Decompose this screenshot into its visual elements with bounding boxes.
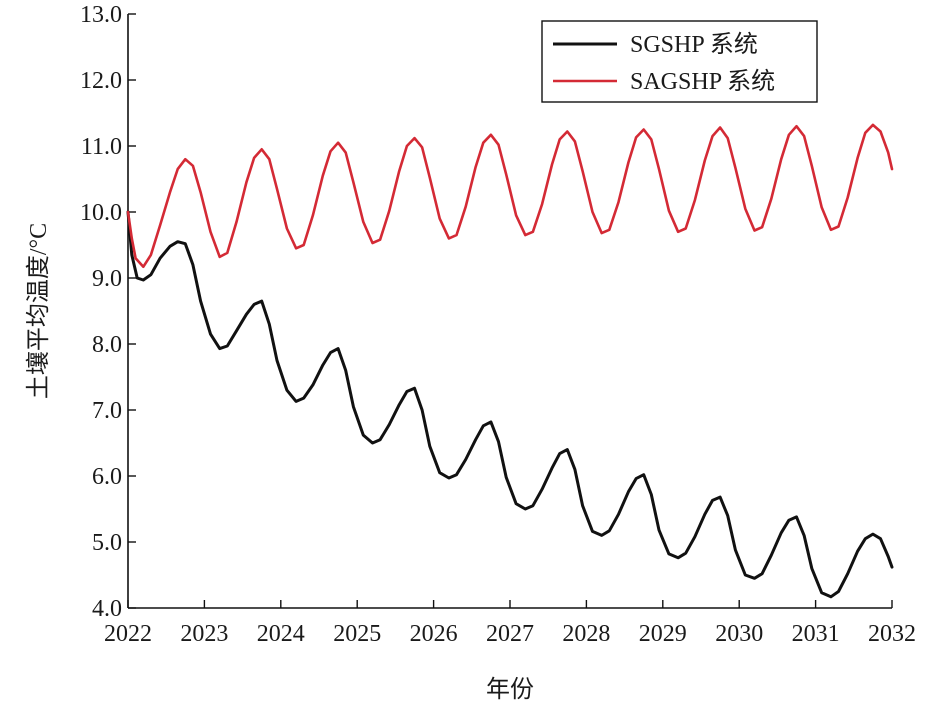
x-tick-label: 2027 [486, 621, 534, 647]
legend-label-1: SAGSHP 系统 [630, 68, 775, 95]
x-tick-label: 2022 [104, 621, 152, 647]
axes: 4.0 5.0 6.0 7.0 8.0 9.0 10.0 11.0 12.0 13.0 2022 20… [80, 2, 916, 647]
legend-box [541, 20, 818, 103]
x-tick-label: 2024 [257, 621, 305, 647]
y-tick-label: 10.0 [80, 200, 122, 226]
x-tick-label: 2029 [639, 621, 687, 647]
legend: SGSHP 系统 SAGSHP 系统 [541, 20, 818, 103]
x-tick-label: 2023 [180, 621, 228, 647]
x-tick-label: 2031 [792, 621, 840, 647]
x-tick-label: 2032 [868, 621, 916, 647]
x-axis-title: 年份 [486, 676, 534, 703]
y-tick-label: 5.0 [92, 530, 122, 556]
y-tick-label: 8.0 [92, 332, 122, 358]
y-tick-label: 6.0 [92, 464, 122, 490]
y-tick-label: 13.0 [80, 2, 122, 28]
series-line-0 [126, 210, 894, 599]
y-axis-title: 土壤平均温度/°C [25, 223, 52, 399]
x-tick-label: 2030 [715, 621, 763, 647]
x-tick-label: 2025 [333, 621, 381, 647]
series-line-1 [126, 123, 894, 269]
y-tick-label: 12.0 [80, 68, 122, 94]
series-lines [126, 123, 894, 599]
y-tick-label: 9.0 [92, 266, 122, 292]
y-tick-label: 7.0 [92, 398, 122, 424]
legend-label-0: SGSHP 系统 [630, 31, 758, 58]
y-tick-label: 4.0 [92, 596, 122, 622]
x-tick-label: 2026 [410, 621, 458, 647]
y-tick-label: 11.0 [81, 134, 122, 160]
x-tick-label: 2028 [562, 621, 610, 647]
